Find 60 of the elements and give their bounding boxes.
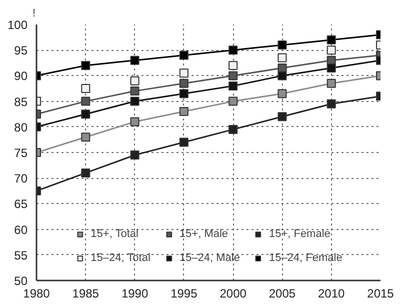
y-tick-label: 75 (14, 146, 28, 160)
point (81, 168, 90, 178)
y-tick-label: 85 (14, 94, 28, 109)
point (81, 84, 90, 93)
point (228, 46, 238, 55)
point (228, 96, 238, 106)
point (179, 78, 188, 88)
point (228, 124, 238, 134)
point (130, 56, 140, 65)
point (326, 35, 336, 44)
y-tick-label: 60 (14, 222, 28, 237)
point (228, 60, 238, 70)
x-tick-label: 2010 (318, 286, 346, 300)
point (130, 76, 140, 86)
legend-label: 15+, Male (179, 228, 228, 240)
y-tick-label: 55 (14, 248, 28, 262)
legend-label: 15–24, Total (90, 252, 150, 264)
point (130, 86, 140, 96)
y-tick-label: 80 (14, 120, 28, 134)
y-tick-label: 100 (7, 18, 28, 32)
point (278, 112, 287, 122)
y-tick-label: 65 (14, 197, 28, 212)
point (179, 68, 188, 78)
point (130, 150, 140, 160)
point (228, 71, 238, 80)
y-tick-label: 95 (14, 44, 28, 58)
y-tick-label: 90 (14, 69, 28, 84)
point (278, 40, 287, 50)
legend-label: 15+, Total (90, 228, 138, 240)
point (326, 99, 336, 108)
legend-label: 15–24, Female (268, 252, 342, 264)
point (278, 71, 287, 80)
point (228, 81, 238, 90)
x-tick-label: 1985 (72, 286, 100, 300)
point (130, 96, 140, 106)
point (130, 117, 140, 126)
y-tick-label: 50 (14, 274, 28, 288)
point (278, 53, 287, 62)
x-tick-label: 2015 (367, 286, 394, 300)
y-axis-title: ! (32, 8, 36, 20)
point (278, 89, 287, 98)
x-tick-label: 1995 (170, 286, 198, 300)
point (179, 50, 188, 60)
point (326, 78, 336, 88)
legend-label: 15+, Female (268, 228, 330, 240)
point (179, 89, 188, 98)
point (326, 64, 336, 73)
x-tick-label: 2005 (268, 286, 296, 300)
point (326, 46, 336, 55)
x-tick-label: 1990 (121, 286, 148, 300)
point (81, 132, 90, 142)
legend-label: 15–24, Male (179, 252, 240, 264)
y-tick-label: 70 (14, 172, 28, 186)
point (81, 60, 90, 70)
point (81, 110, 90, 119)
point (81, 96, 90, 106)
x-tick-label: 1980 (23, 286, 50, 300)
point (179, 107, 188, 116)
point (179, 138, 188, 147)
x-tick-label: 2000 (220, 286, 247, 300)
